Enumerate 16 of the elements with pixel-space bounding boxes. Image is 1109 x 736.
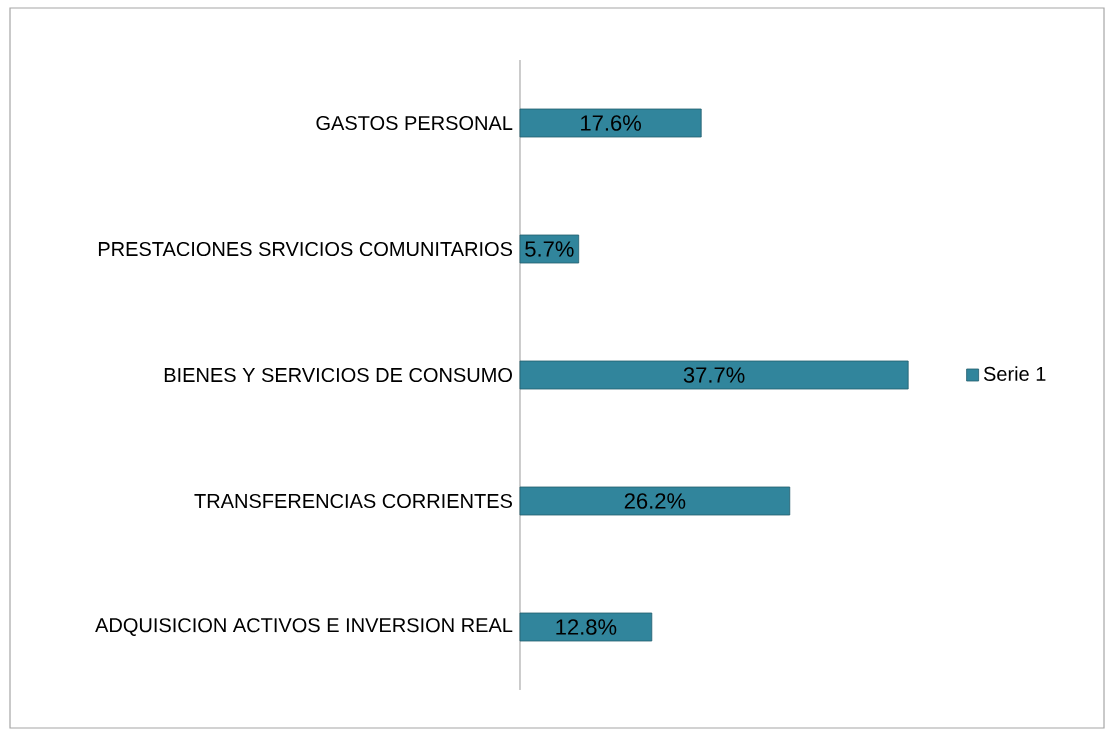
y-tick-label: ADQUISICION ACTIVOS E INVERSION REAL [95, 618, 513, 636]
bar [519, 612, 653, 642]
legend-label: Serie 1 [983, 366, 1046, 381]
bar [519, 360, 909, 390]
y-tick-label: BIENES Y SERVICIOS DE CONSUMO [164, 367, 512, 383]
bar [519, 234, 580, 264]
data-label: 37.7% [683, 367, 745, 383]
data-label: 17.6% [581, 115, 641, 131]
data-label: 5.7% [525, 241, 574, 257]
data-label: 12.8% [556, 619, 617, 635]
y-tick-label: PRESTACIONES SRVICIOS COMUNITARIOS [98, 241, 513, 257]
data-label: 26.2% [624, 493, 686, 509]
bar [519, 486, 791, 516]
y-tick-label: GASTOS PERSONAL [316, 115, 513, 131]
y-tick-label: TRANSFERENCIAS CORRIENTES [194, 493, 512, 509]
bar [519, 108, 702, 138]
